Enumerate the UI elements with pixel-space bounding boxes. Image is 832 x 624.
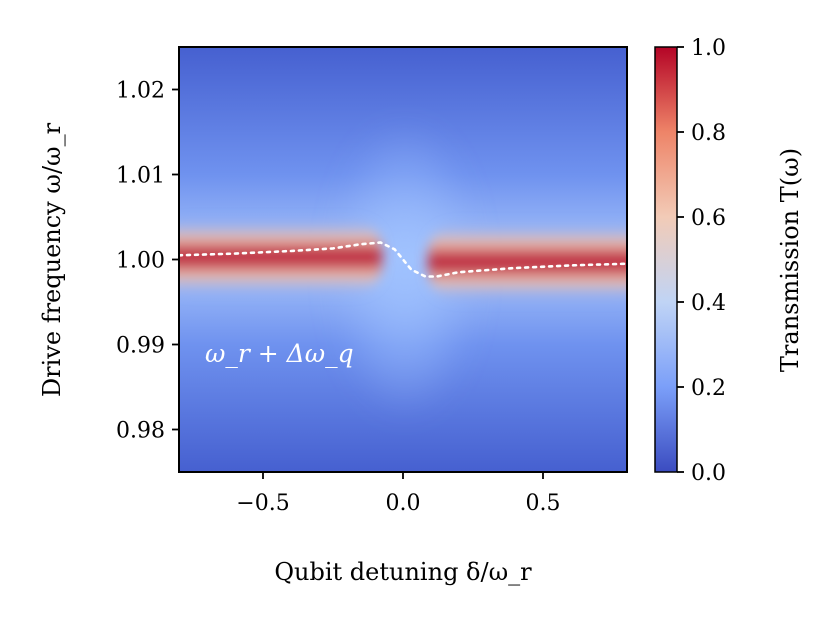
y-tick-label: 0.98 xyxy=(116,419,165,444)
heatmap-band-left xyxy=(179,218,382,296)
dressed-frequency-curve xyxy=(179,241,627,278)
y-axis-ticks: 0.98 0.99 1.00 1.01 1.02 xyxy=(116,79,179,444)
colorbar-tick-label: 0.6 xyxy=(691,206,726,231)
y-tick-label: 1.02 xyxy=(116,79,165,104)
heatmap-band-right xyxy=(428,222,627,302)
colorbar-tick-label: 1.0 xyxy=(691,36,726,61)
colorbar-tick-label: 0.0 xyxy=(691,461,726,486)
annotation-label: ω_r + Δω_q xyxy=(205,339,354,368)
colorbar-tick-label: 0.8 xyxy=(691,121,726,146)
y-tick-label: 1.01 xyxy=(116,164,165,189)
y-tick-label: 1.00 xyxy=(116,249,165,274)
heatmap xyxy=(179,47,627,472)
x-tick-label: 0.0 xyxy=(386,491,421,516)
colorbar-tick-label: 0.2 xyxy=(691,376,726,401)
x-tick-label: −0.5 xyxy=(236,491,289,516)
x-axis-label: Qubit detuning δ/ω_r xyxy=(274,558,532,586)
colorbar-label: Transmission T(ω) xyxy=(776,148,804,372)
colorbar-tick-label: 0.4 xyxy=(691,291,726,316)
colorbar-ticks: 0.0 0.2 0.4 0.6 0.8 1.0 xyxy=(677,36,726,486)
colorbar xyxy=(654,46,678,473)
x-tick-label: 0.5 xyxy=(526,491,561,516)
y-tick-label: 0.99 xyxy=(116,334,165,359)
x-axis-ticks: −0.5 0.0 0.5 xyxy=(236,472,561,516)
y-axis-label: Drive frequency ω/ω_r xyxy=(38,122,66,397)
